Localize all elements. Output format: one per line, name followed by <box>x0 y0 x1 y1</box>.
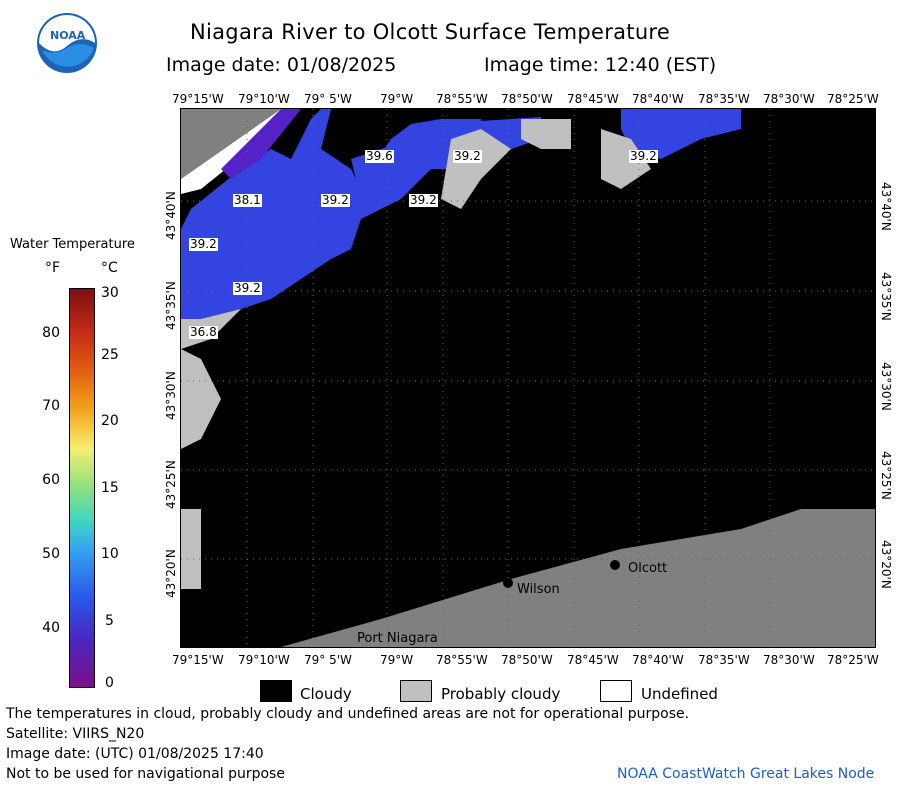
c-tick: 25 <box>101 347 119 363</box>
lat-tick-left: 43°20'N <box>164 549 178 598</box>
lat-tick-left: 43°35'N <box>164 281 178 330</box>
place-wilson: Wilson <box>517 582 560 597</box>
legend-unit-c: °C <box>101 260 118 276</box>
place-olcott: Olcott <box>628 561 668 576</box>
lon-tick-bottom: 78°40'W <box>632 653 684 667</box>
lat-tick-left: 43°40'N <box>164 191 178 240</box>
utc-date-text: Image date: (UTC) 01/08/2025 17:40 <box>6 746 264 762</box>
isotherm-label: 39.2 <box>189 237 218 251</box>
probably-cloudy-label: Probably cloudy <box>441 685 561 703</box>
lon-tick-bottom: 79°10'W <box>238 653 290 667</box>
legend-title: Water Temperature <box>10 237 135 252</box>
lon-tick-bottom: 78°30'W <box>763 653 815 667</box>
lat-tick-right: 43°35'N <box>879 272 893 321</box>
lon-tick-bottom: 78°50'W <box>501 653 553 667</box>
isotherm-label: 39.2 <box>321 193 350 207</box>
c-tick: 30 <box>101 285 119 301</box>
noaa-logo-text: NOAA <box>50 29 86 42</box>
lon-tick-bottom: 79° 5'W <box>304 653 352 667</box>
noaa-logo: NOAA <box>36 12 98 74</box>
f-tick: 40 <box>42 620 60 636</box>
lon-tick-top: 78°25'W <box>827 92 879 106</box>
isotherm-label: 38.1 <box>233 193 262 207</box>
credit-text: NOAA CoastWatch Great Lakes Node <box>617 766 875 782</box>
disclaimer-text: The temperatures in cloud, probably clou… <box>6 706 690 722</box>
c-tick: 15 <box>101 480 119 496</box>
image-date: Image date: 01/08/2025 <box>166 54 397 76</box>
c-tick: 10 <box>101 546 119 562</box>
lon-tick-top: 78°50'W <box>501 92 553 106</box>
isotherm-label: 39.6 <box>365 149 394 163</box>
lon-tick-top: 79° 5'W <box>304 92 352 106</box>
lon-tick-bottom: 78°45'W <box>567 653 619 667</box>
surface-temperature-map: 39.6 39.2 39.2 38.1 39.2 39.2 39.2 39.2 … <box>180 108 876 648</box>
map-canvas <box>181 109 875 647</box>
page-title: Niagara River to Olcott Surface Temperat… <box>190 20 671 44</box>
lon-tick-bottom: 78°35'W <box>698 653 750 667</box>
lon-tick-top: 78°30'W <box>763 92 815 106</box>
isotherm-label: 36.8 <box>189 325 218 339</box>
isotherm-label: 39.2 <box>629 149 658 163</box>
lon-tick-top: 78°55'W <box>436 92 488 106</box>
image-time: Image time: 12:40 (EST) <box>484 54 717 76</box>
lon-tick-bottom: 78°55'W <box>436 653 488 667</box>
lat-tick-left: 43°30'N <box>164 371 178 420</box>
c-tick: 20 <box>101 413 119 429</box>
lon-tick-top: 78°35'W <box>698 92 750 106</box>
f-tick: 80 <box>42 325 60 341</box>
undefined-label: Undefined <box>641 685 718 703</box>
isotherm-label: 39.2 <box>453 149 482 163</box>
place-port-niagara: Port Niagara <box>357 631 438 646</box>
f-tick: 60 <box>42 472 60 488</box>
lat-tick-right: 43°20'N <box>879 540 893 589</box>
satellite-text: Satellite: VIIRS_N20 <box>6 726 145 742</box>
lon-tick-top: 79°15'W <box>172 92 224 106</box>
c-tick: 5 <box>105 613 114 629</box>
legend-unit-f: °F <box>45 260 61 276</box>
lon-tick-bottom: 79°15'W <box>172 653 224 667</box>
c-tick: 0 <box>105 675 114 691</box>
lon-tick-top: 78°40'W <box>632 92 684 106</box>
lat-tick-right: 43°40'N <box>879 182 893 231</box>
colorbar <box>69 288 95 688</box>
lon-tick-bottom: 78°25'W <box>827 653 879 667</box>
isotherm-label: 39.2 <box>409 193 438 207</box>
cloudy-label: Cloudy <box>300 685 352 703</box>
lon-tick-top: 79°W <box>380 92 414 106</box>
cloudy-swatch <box>260 680 292 702</box>
lon-tick-bottom: 79°W <box>380 653 414 667</box>
isotherm-label: 39.2 <box>233 281 262 295</box>
lat-tick-right: 43°30'N <box>879 362 893 411</box>
lon-tick-top: 79°10'W <box>238 92 290 106</box>
undefined-swatch <box>600 680 632 702</box>
lon-tick-top: 78°45'W <box>567 92 619 106</box>
f-tick: 50 <box>42 546 60 562</box>
nav-warning-text: Not to be used for navigational purpose <box>6 766 285 782</box>
lat-tick-left: 43°25'N <box>164 460 178 509</box>
lat-tick-right: 43°25'N <box>879 451 893 500</box>
f-tick: 70 <box>42 398 60 414</box>
probably-cloudy-swatch <box>400 680 432 702</box>
